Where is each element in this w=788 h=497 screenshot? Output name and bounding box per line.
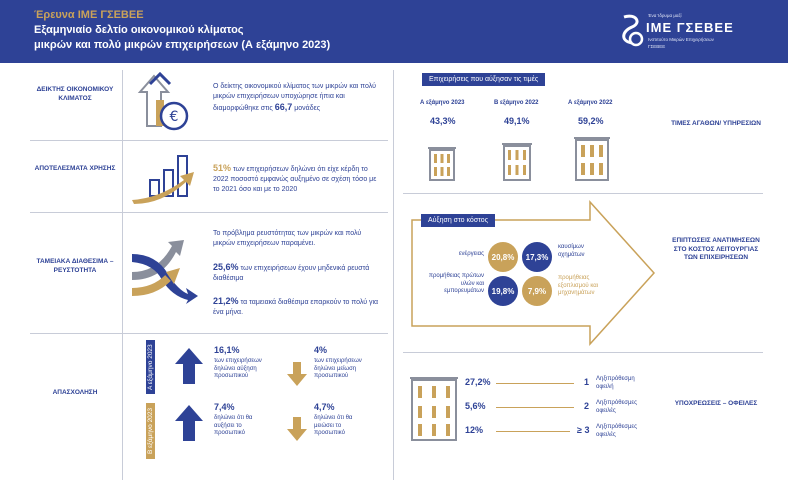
raw-label: προμήθειας πρώτων υλών και εμπορευμάτων <box>428 273 484 294</box>
header-subtitle: Έρευνα ΙΜΕ ΓΣΕΒΕΕ <box>34 9 144 21</box>
energy-label: ενέργειας <box>458 251 484 257</box>
divider <box>30 333 388 334</box>
ime-logo-icon <box>622 14 644 47</box>
debt-pct-2: 5,6% <box>465 401 486 411</box>
period-b-2023-tab: Β εξάμηνο 2023 <box>146 403 155 459</box>
debt-line <box>496 383 574 384</box>
big-arrow-shape <box>411 200 656 346</box>
period-a-2023-tab: Α εξάμηνο 2023 <box>146 340 155 394</box>
fuel-label: καυσίμων οχημάτων <box>558 244 585 258</box>
climate-label: ΔΕΙΚΤΗΣ ΟΙΚΟΝΟΜΙΚΟΥ ΚΛΙΜΑΤΟΣ <box>36 86 114 102</box>
debt-n-1: 1 <box>584 377 590 387</box>
divider <box>122 70 123 480</box>
debts-side-label: ΥΠΟΧΡΕΩΣΕΙΣ – ΟΦΕΙΛΕΣ <box>674 400 758 407</box>
equip-label: προμήθειας εξοπλισμού και μηχανημάτων <box>558 275 599 296</box>
divider <box>403 193 763 194</box>
emp-down1-value: 4% <box>314 345 328 355</box>
climate-value: 66,7 <box>274 102 293 112</box>
growth-chart-icon <box>132 155 194 204</box>
results-label: ΑΠΟΤΕΛΕΣΜΑΤΑ ΧΡΗΣΗΣ <box>34 165 116 172</box>
down-arrow-icon <box>287 417 307 441</box>
debt-line <box>496 407 574 408</box>
debt-label-1: Ληξιπρόθεσμη οφειλή <box>596 376 635 390</box>
employment-label: ΑΠΑΣΧΟΛΗΣΗ <box>52 389 98 396</box>
building-icon <box>574 137 610 181</box>
price-period-3: Α εξάμηνο 2022 <box>568 100 613 106</box>
divider <box>30 140 388 141</box>
office-building-icon <box>410 377 458 441</box>
header-title-line2: μικρών και πολύ μικρών επιχειρήσεων (Α ε… <box>34 39 331 51</box>
emp-up1-value: 16,1% <box>214 345 240 355</box>
logo-line2: ΓΣΕΒΕΕ <box>648 44 666 49</box>
results-value: 51% <box>213 163 232 173</box>
up-arrow-icon <box>175 405 203 441</box>
liquidity-label: ΤΑΜΕΙΑΚΑ ΔΙΑΘΕΣΙΜΑ – ΡΕΥΣΤΟΤΗΤΑ <box>36 258 114 274</box>
emp-down2-value: 4,7% <box>314 402 335 412</box>
divider <box>30 212 388 213</box>
debt-pct-1: 27,2% <box>465 377 491 387</box>
header-title-line1: Εξαμηνιαίο δελτίο οικονομικού κλίματος <box>34 24 244 36</box>
debt-n-2: 2 <box>584 401 590 411</box>
debt-n-3: ≥ 3 <box>577 425 590 435</box>
equip-value: 7,9% <box>522 276 552 306</box>
down-arrow-icon <box>287 362 307 386</box>
header-band <box>0 0 788 63</box>
liquidity-text1: των επιχειρήσεων έχουν μηδενικά ρευστά δ… <box>213 265 370 282</box>
debt-pct-3: 12% <box>465 425 484 435</box>
logo-line1: Ινστιτούτο Μικρών Επιχειρήσεων <box>648 37 714 42</box>
logo-name: ΙΜΕ ΓΣΕΒΕΕ <box>646 20 734 35</box>
fuel-value: 17,3% <box>522 242 552 272</box>
results-text: των επιχειρήσεων δηλώνει ότι είχε κέρδη … <box>213 166 377 193</box>
crossing-arrows-icon <box>131 240 198 304</box>
price-value-3: 59,2% <box>578 116 604 126</box>
price-period-1: Α εξάμηνο 2023 <box>420 100 465 106</box>
divider <box>403 352 763 353</box>
prices-pill: Επιχειρήσεις που αύξησαν τις τιμές <box>422 73 546 86</box>
costs-side-label: ΕΠΙΠΤΩΣΕΙΣ ΑΝΑΤΙΜΗΣΕΩΝ ΣΤΟ ΚΟΣΤΟΣ ΛΕΙΤΟΥ… <box>672 237 760 261</box>
prices-side-label: ΤΙΜΕΣ ΑΓΑΘΩΝ/ ΥΠΗΡΕΣΙΩΝ <box>671 120 761 127</box>
liquidity-intro: Το πρόβλημα ρευστότητας των μικρών και π… <box>213 230 362 247</box>
up-arrow-icon <box>175 348 203 384</box>
liquidity-text2: τα ταμειακά διαθέσιμα επαρκούν το πολύ γ… <box>213 299 379 316</box>
energy-value: 20,8% <box>488 242 518 272</box>
debt-label-3: Ληξιπρόθεσμες οφειλές <box>596 424 637 438</box>
emp-up2-value: 7,4% <box>214 402 235 412</box>
price-value-1: 43,3% <box>430 116 456 126</box>
emp-up1-text: των επιχειρήσεων δηλώνει αύξηση προσωπικ… <box>214 358 262 379</box>
svg-text:€: € <box>170 109 179 125</box>
emp-up2-text: δηλώνει ότι θα αυξήσει το προσωπικό <box>214 415 253 436</box>
building-icon <box>428 147 456 181</box>
costs-pill: Αύξηση στο κόστος <box>421 214 496 227</box>
liquidity-value2: 21,2% <box>213 296 239 306</box>
raw-value: 19,8% <box>488 276 518 306</box>
price-value-2: 49,1% <box>504 116 530 126</box>
liquidity-value1: 25,6% <box>213 262 239 272</box>
building-icon <box>502 143 532 181</box>
climate-arrow-coin-icon: € <box>137 71 189 131</box>
divider <box>393 70 394 480</box>
climate-text-post: μονάδες <box>294 105 321 112</box>
debt-line <box>496 431 570 432</box>
emp-down1-text: των επιχειρήσεων δηλώνει μείωση προσωπικ… <box>314 358 362 379</box>
price-period-2: Β εξάμηνο 2022 <box>494 100 539 106</box>
logo-top-text: Ένα Ίδρυμα μαζί <box>648 13 682 18</box>
climate-text: Ο δείκτης οικονομικού κλίματος των μικρώ… <box>213 83 376 112</box>
debt-label-2: Ληξιπρόθεσμες οφειλές <box>596 400 637 414</box>
emp-down2-text: δηλώνει ότι θα μειώσει το προσωπικό <box>314 415 353 436</box>
